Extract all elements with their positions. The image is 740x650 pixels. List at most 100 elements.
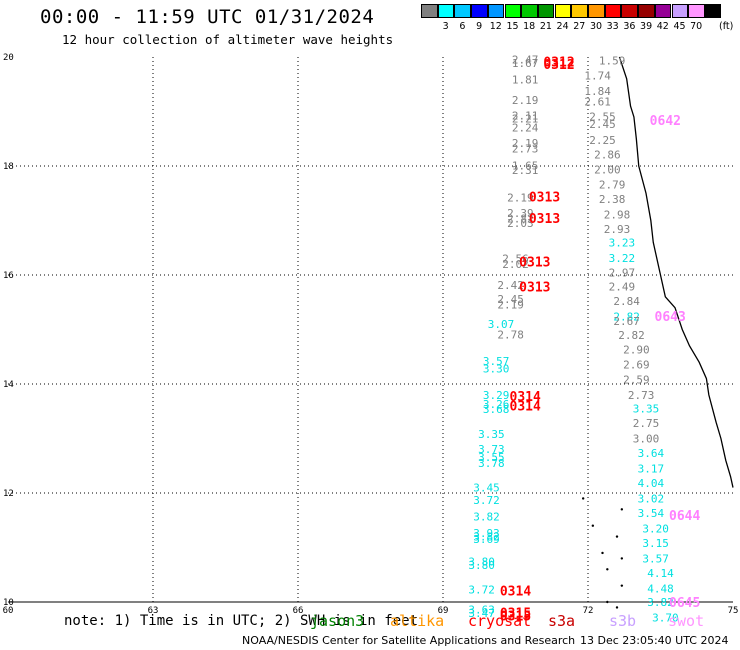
- wave-height-label: 2.00: [594, 163, 621, 176]
- satellite-altika: altika: [390, 612, 445, 630]
- island: [620, 508, 624, 511]
- wave-height-label: 3.55: [478, 451, 505, 464]
- legend-swatch: [571, 4, 588, 18]
- legend-swatch: [521, 4, 538, 18]
- wave-height-label: 3.35: [478, 428, 505, 441]
- wave-height-label: 2.03: [507, 217, 534, 230]
- legend-swatch: [621, 4, 638, 18]
- y-tick-label: 10: [3, 598, 14, 608]
- wave-height-label: 3.07: [488, 318, 515, 331]
- note-text: note: 1) Time is in UTC; 2) SWH is in fe…: [64, 613, 419, 629]
- wave-height-label: 2.67: [613, 315, 640, 328]
- legend-label: 36: [623, 21, 636, 32]
- island: [620, 584, 624, 587]
- island: [591, 524, 595, 527]
- legend-label: 45: [673, 21, 686, 32]
- wave-height-label: 2.97: [609, 266, 636, 279]
- legend-label: 33: [606, 21, 619, 32]
- x-tick-label: 66: [293, 606, 304, 616]
- legend-label: 15: [506, 21, 519, 32]
- legend-swatch: [504, 4, 521, 18]
- legend-label: 30: [589, 21, 603, 32]
- wave-height-label: 3.69: [473, 533, 500, 546]
- pass-time-label: 0643: [655, 310, 686, 325]
- x-tick-label: 72: [583, 606, 594, 616]
- pass-time-label: 0313: [519, 280, 550, 295]
- wave-height-label: 3.80: [468, 556, 495, 569]
- wave-height-label: 3.93: [473, 527, 500, 540]
- wave-height-label: 3.78: [478, 457, 505, 470]
- legend-swatch: [487, 4, 505, 18]
- wave-height-label: 3.64: [638, 447, 665, 460]
- wave-height-label: 3.35: [633, 403, 660, 416]
- pass-time-label: 0314: [510, 390, 541, 405]
- island: [606, 600, 609, 604]
- satellite-s3b: s3b: [609, 612, 637, 630]
- legend-label: 42: [656, 21, 669, 32]
- legend-swatch: [654, 4, 672, 18]
- wave-height-label: 4.48: [647, 582, 674, 595]
- wave-height-label: 2.79: [599, 179, 626, 192]
- island: [620, 557, 624, 560]
- wave-height-label: 3.82: [473, 531, 500, 544]
- wave-height-label: 2.59: [623, 374, 650, 387]
- wave-height-label: 3.73: [478, 443, 505, 456]
- wave-height-label: 3.47: [468, 607, 495, 620]
- x-tick-label: 75: [728, 606, 739, 616]
- wave-height-label: 2.82: [613, 310, 640, 323]
- wave-height-label: 3.82: [647, 596, 674, 609]
- wave-height-label: 3.57: [483, 355, 510, 368]
- y-tick-label: 16: [3, 271, 14, 281]
- pass-time-label: 0312: [543, 58, 574, 73]
- legend-label: 18: [523, 21, 536, 32]
- pass-time-label: 0642: [650, 114, 681, 129]
- footer-timestamp: 13 Dec 23:05:40 UTC 2024: [580, 634, 729, 647]
- wave-height-label: 2.38: [599, 193, 626, 206]
- x-tick-label: 69: [438, 606, 449, 616]
- legend-label: 39: [640, 21, 653, 32]
- wave-height-label: 2.31: [512, 164, 539, 177]
- y-tick-label: 14: [3, 380, 14, 390]
- wave-height-label: 2.90: [623, 344, 650, 357]
- satellite-jason3: jason3: [310, 612, 365, 630]
- legend-unit: (ft): [719, 21, 734, 32]
- wave-height-label: 2.19: [497, 298, 524, 311]
- wave-height-label: 2.39: [507, 207, 534, 220]
- legend-swatch: [688, 4, 705, 18]
- footer-credit: NOAA/NESDIS Center for Satellite Applica…: [242, 634, 576, 647]
- wave-height-label: 4.04: [638, 477, 665, 490]
- wave-height-label: 3.17: [638, 462, 665, 475]
- island: [615, 535, 619, 538]
- legend-label: 3: [442, 21, 449, 32]
- legend-swatch: [604, 4, 622, 18]
- legend-swatch: [437, 4, 455, 18]
- satellite-cryosat: cryosat: [468, 612, 532, 630]
- wave-height-label: 1.65: [512, 159, 539, 172]
- map-title: 00:00 - 11:59 UTC 01/31/2024: [40, 6, 375, 28]
- wave-height-label: 2.73: [628, 389, 655, 402]
- coastline: [618, 56, 734, 488]
- legend-swatch: [537, 4, 555, 18]
- wave-height-label: 2.24: [512, 121, 539, 134]
- pass-time-label: 0313: [519, 255, 550, 270]
- pass-time-label: 0644: [669, 509, 700, 524]
- wave-height-label: 2.82: [507, 212, 534, 225]
- wave-height-label: 3.20: [642, 522, 669, 535]
- legend-swatch: [421, 4, 438, 18]
- island: [601, 551, 604, 555]
- wave-height-label: 3.80: [468, 559, 495, 572]
- pass-time-label: 0312: [543, 55, 574, 70]
- wave-height-label: 2.86: [594, 149, 621, 162]
- legend-swatch: [454, 4, 471, 18]
- wave-height-label: 2.25: [589, 134, 616, 147]
- legend-swatch: [638, 4, 655, 18]
- wave-height-label: 2.61: [584, 96, 611, 109]
- wave-height-label: 2.98: [604, 209, 631, 222]
- wave-height-label: 1.59: [599, 54, 626, 67]
- wave-height-label: 2.19: [507, 192, 534, 205]
- wave-height-label: 2.02: [502, 258, 529, 271]
- wave-height-label: 3.70: [652, 611, 679, 624]
- wave-height-label: 3.63: [468, 604, 495, 617]
- y-tick-label: 18: [3, 162, 14, 172]
